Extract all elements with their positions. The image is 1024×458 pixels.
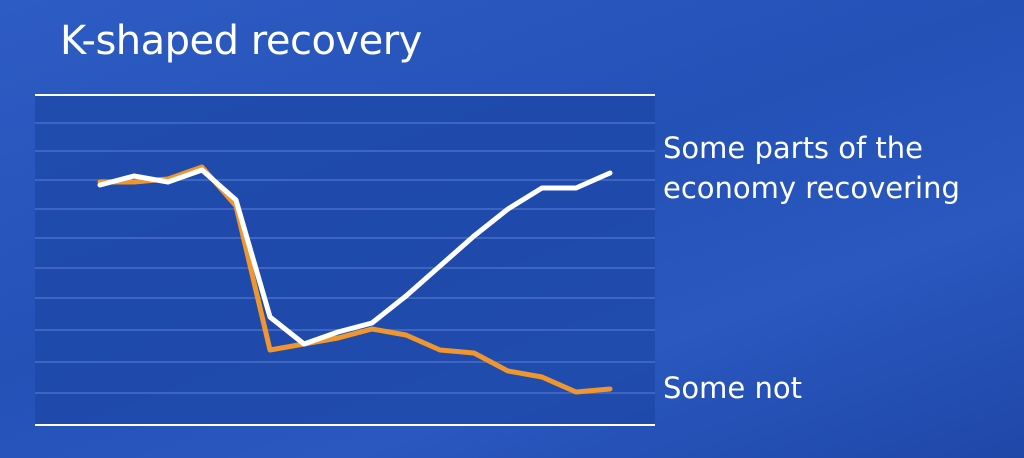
- plot-area: [35, 95, 655, 425]
- series-line: [97, 164, 613, 395]
- chart-title: K-shaped recovery: [60, 18, 422, 64]
- grid: [35, 122, 655, 394]
- series-label: Some not: [663, 371, 802, 405]
- series-line: [97, 167, 613, 347]
- series-label: Some parts of the economy recovering: [663, 131, 960, 205]
